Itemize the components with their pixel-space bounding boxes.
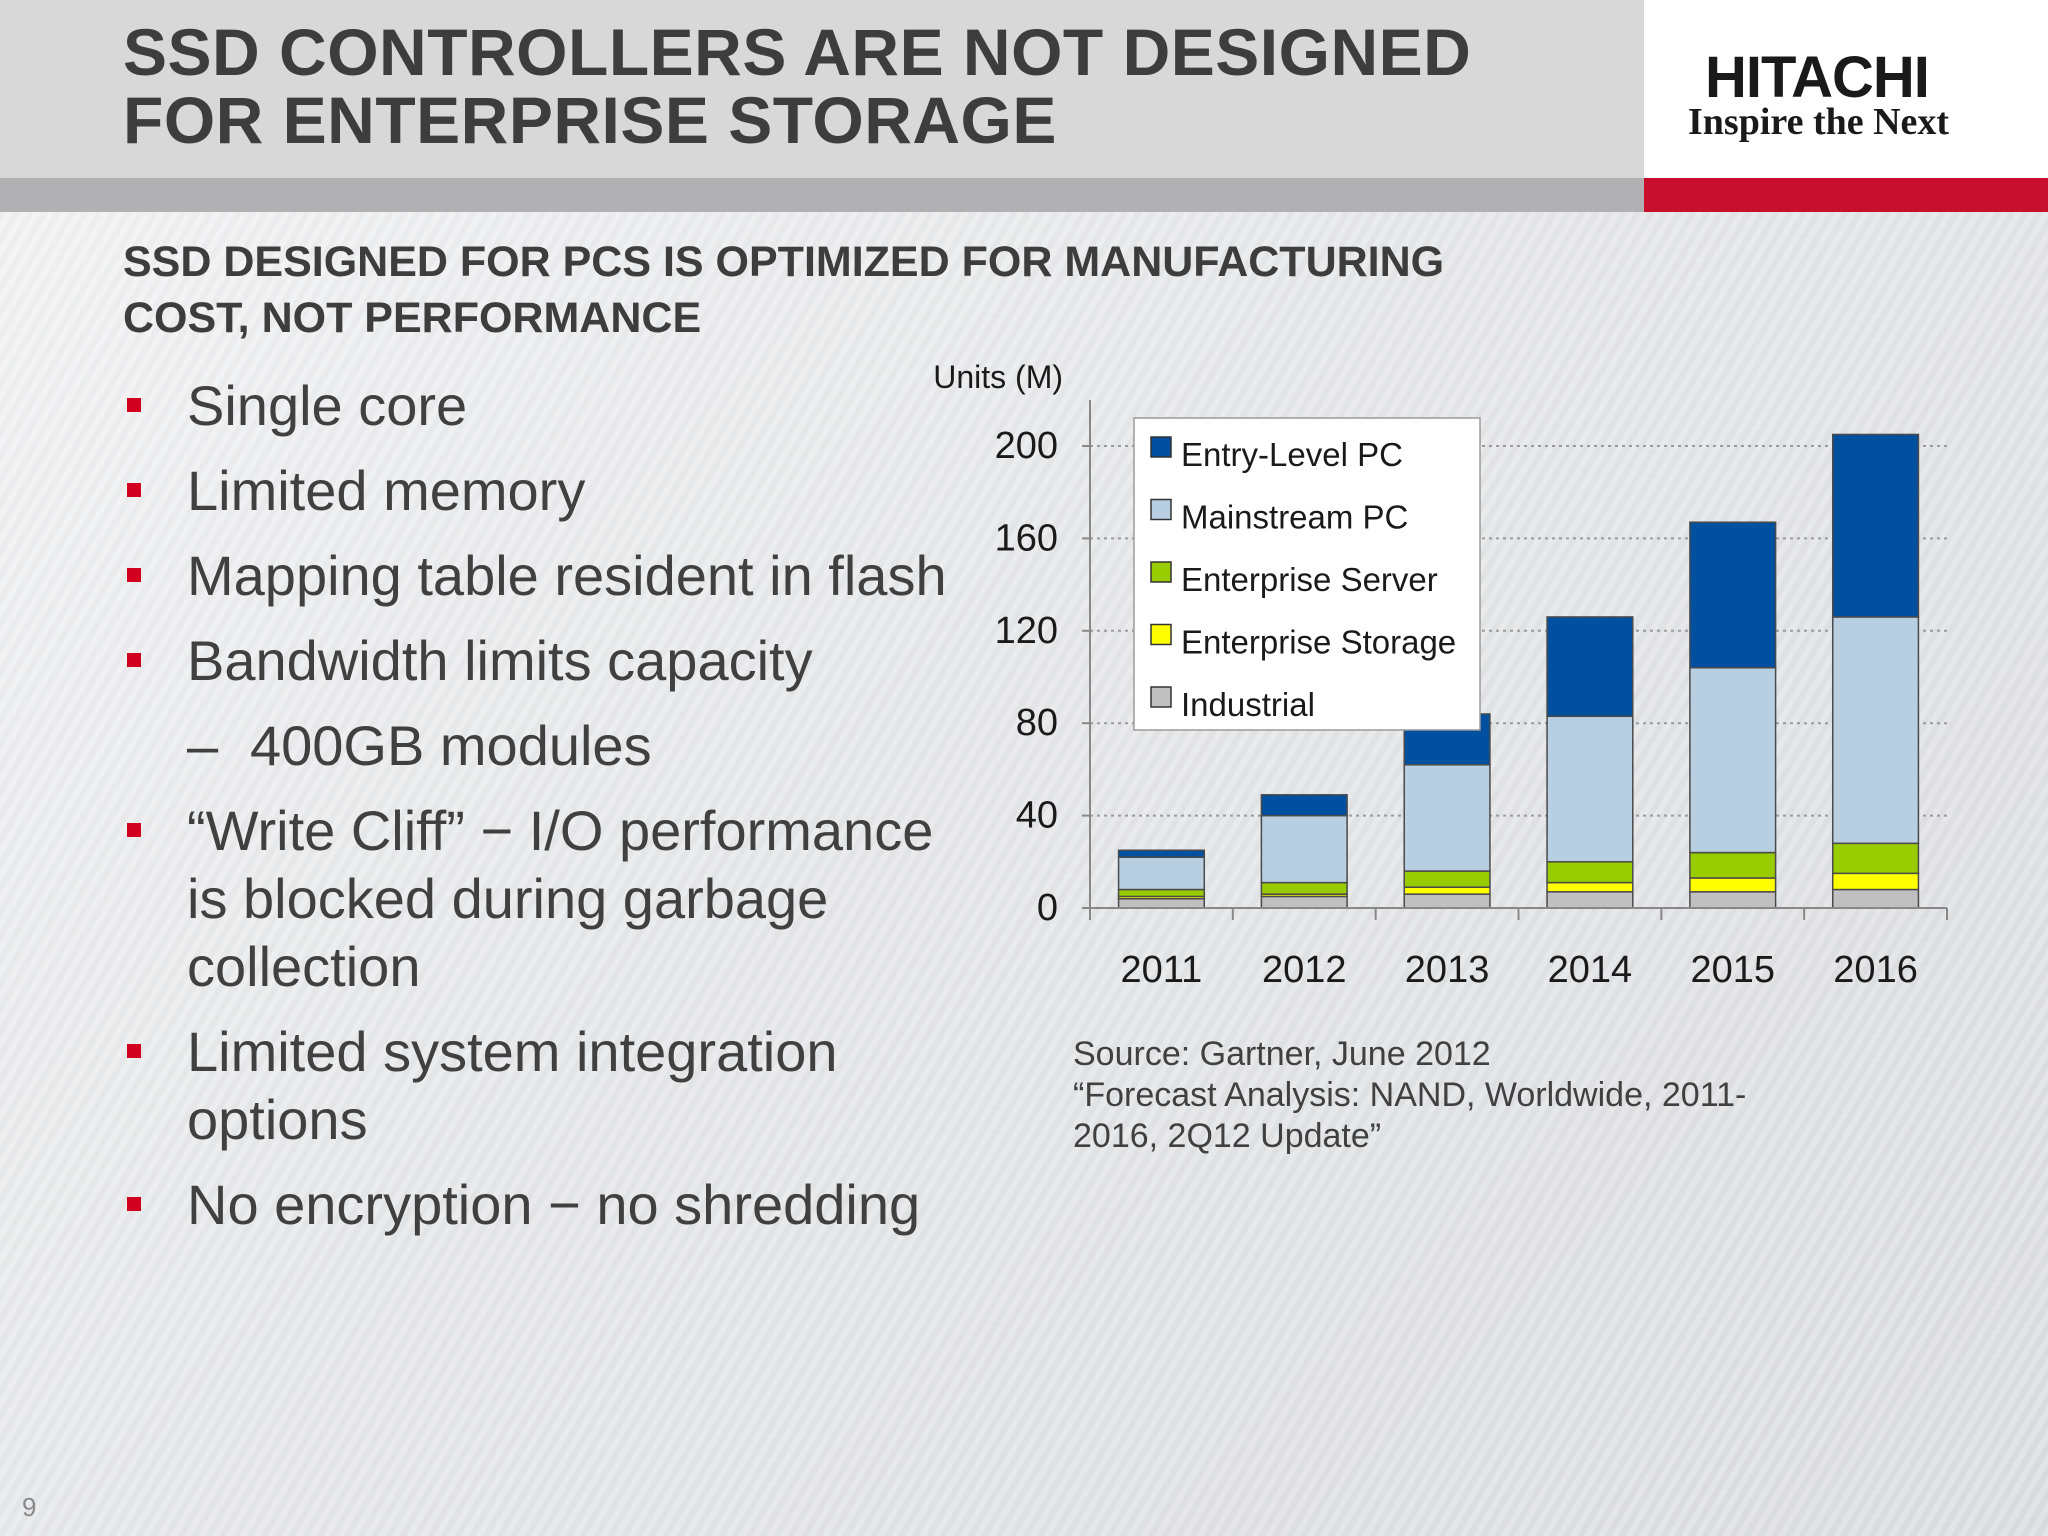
source-line-1: Source: Gartner, June 2012 (1073, 1035, 1491, 1073)
bullet-text: 400GB modules (250, 714, 652, 777)
bullet-text: No encryption − no shredding (187, 1173, 921, 1236)
sub-bullet-item: – 400GB modules (127, 712, 967, 780)
bar-segment (1546, 616, 1634, 718)
legend-label: Industrial (1181, 686, 1315, 723)
bullet-marker (127, 823, 141, 837)
page-number: 9 (22, 1492, 37, 1522)
legend-swatch (1150, 686, 1172, 708)
y-axis-label: Units (M) (933, 359, 1063, 395)
header-rule (0, 178, 1644, 212)
bar-segment (1403, 870, 1491, 888)
bullet-marker (127, 653, 141, 667)
y-tick-label: 0 (1037, 887, 1058, 929)
legend-swatch (1150, 436, 1172, 458)
bar-segment (1546, 861, 1634, 884)
x-tick-label: 2012 (1262, 949, 1347, 991)
source-line-3: 2016, 2Q12 Update” (1073, 1117, 1382, 1155)
y-tick-label: 40 (1016, 795, 1058, 837)
bullet-text: Bandwidth limits capacity (187, 629, 813, 692)
bar-segment (1831, 842, 1920, 875)
bar-segment (1689, 891, 1777, 909)
bullet-item: Limited memory (127, 457, 967, 525)
bullet-item: “Write Cliff” − I/O performance is block… (127, 797, 967, 1001)
legend-label: Enterprise Server (1181, 561, 1438, 598)
x-tick-label: 2013 (1405, 949, 1490, 991)
bullet-text: “Write Cliff” − I/O performance is block… (187, 799, 934, 998)
bullet-list: Single core Limited memory Mapping table… (127, 372, 967, 1239)
sub-bullet-dash: – (187, 714, 219, 777)
bar-segment (1260, 794, 1348, 817)
bar-segment (1546, 891, 1634, 909)
slide-subtitle: SSD DESIGNED FOR PCS IS OPTIMIZED FOR MA… (123, 234, 1444, 346)
legend-swatch (1150, 623, 1172, 646)
source-note: Source: Gartner, June 2012 “Forecast Ana… (1073, 1034, 1746, 1157)
bar-segment (1117, 856, 1206, 891)
bar-segment (1117, 888, 1206, 898)
bar-segment (1689, 667, 1777, 854)
x-tick-label: 2014 (1548, 949, 1633, 991)
y-tick-label: 120 (995, 610, 1058, 652)
bullet-text: Limited memory (187, 459, 586, 522)
bar-segment (1831, 888, 1920, 909)
bar-segment (1403, 764, 1491, 872)
bullet-item: No encryption − no shredding (127, 1171, 967, 1239)
bar-segment (1260, 881, 1348, 895)
bar-segment (1403, 893, 1491, 909)
slide-subtitle-line-1: SSD DESIGNED FOR PCS IS OPTIMIZED FOR MA… (123, 238, 1445, 286)
bullet-text: Mapping table resident in flash (187, 544, 947, 607)
y-tick-label: 80 (1016, 702, 1058, 744)
source-line-2: “Forecast Analysis: NAND, Worldwide, 201… (1073, 1076, 1747, 1114)
bar-segment (1117, 849, 1206, 858)
tick-labels: 0 40 80 120 160 200 2011 2012 2013 2014 2015 2016 (995, 425, 1918, 991)
legend: Entry-Level PC Mainstream PC Enterprise Se… (1133, 417, 1481, 731)
bar-segment (1260, 895, 1348, 909)
legend-label: Mainstream PC (1181, 499, 1408, 536)
bar-segment (1546, 881, 1634, 893)
bullet-item: Single core (127, 372, 967, 440)
slide-subtitle-line-2: COST, NOT PERFORMANCE (123, 294, 702, 342)
logo-box (1644, 0, 2048, 178)
bullet-item: Limited system integration options (127, 1018, 967, 1154)
legend-swatch (1150, 498, 1172, 521)
y-tick-label: 160 (995, 517, 1058, 559)
bar-segment (1403, 886, 1491, 895)
bar-segment (1117, 898, 1206, 909)
logo-accent-bar (1644, 178, 2048, 212)
legend-label: Enterprise Storage (1181, 624, 1456, 661)
bar-segment (1831, 872, 1920, 891)
bullet-marker (127, 568, 141, 582)
logo-tagline: Inspire the Next (1688, 101, 1950, 143)
bullet-marker (127, 398, 141, 412)
bullet-item: Mapping table resident in flash (127, 542, 967, 610)
axes (1082, 400, 1948, 920)
bar-segment (1546, 715, 1634, 863)
legend-label: Entry-Level PC (1181, 436, 1403, 473)
x-tick-label: 2011 (1121, 949, 1203, 991)
x-tick-label: 2015 (1690, 949, 1775, 991)
bullet-text: Single core (187, 374, 468, 437)
x-tick-label: 2016 (1833, 949, 1918, 991)
bullet-marker (127, 1197, 141, 1211)
bar-segment (1831, 433, 1920, 618)
bar-segment (1831, 616, 1920, 845)
bullet-marker (127, 483, 141, 497)
y-tick-label: 200 (995, 425, 1058, 467)
bullet-item: Bandwidth limits capacity (127, 627, 967, 695)
bar-segment (1689, 851, 1777, 879)
header-band (0, 0, 1644, 178)
legend-swatch (1150, 561, 1172, 583)
slide-title: SSD CONTROLLERS ARE NOT DESIGNED FOR ENT… (123, 18, 1471, 154)
bullet-text: Limited system integration options (187, 1020, 838, 1151)
bar-segment (1689, 521, 1777, 669)
slide-title-line-2: FOR ENTERPRISE STORAGE (123, 83, 1057, 157)
bar-segment (1260, 814, 1348, 884)
legend-box (1133, 417, 1481, 731)
bullet-marker (127, 1044, 141, 1058)
logo-wordmark: HITACHI (1705, 45, 1930, 110)
slide-title-line-1: SSD CONTROLLERS ARE NOT DESIGNED (123, 15, 1472, 89)
bar-segment (1689, 877, 1777, 893)
